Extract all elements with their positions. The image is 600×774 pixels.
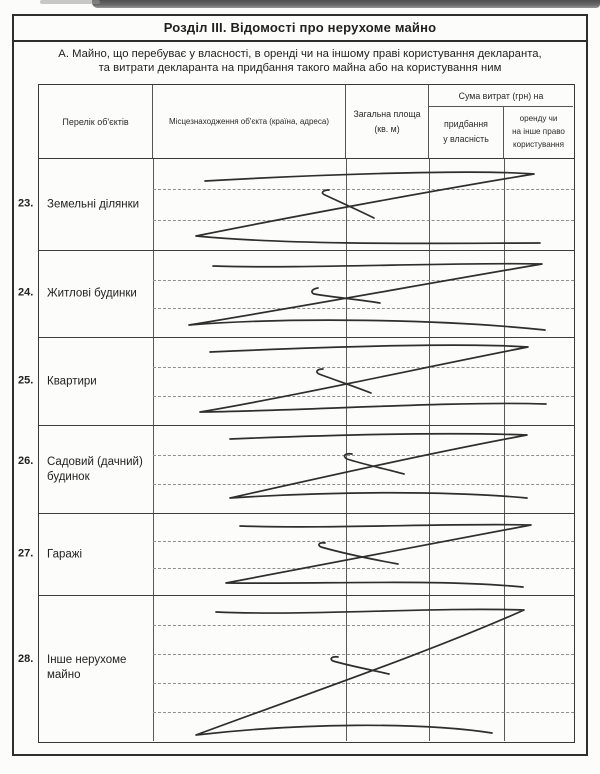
header-location: Місцезнаходження об'єкта (країна, адреса… <box>153 85 346 158</box>
table-row-garages: 27. Гаражі <box>18 513 574 595</box>
row-number: 26. <box>18 454 34 467</box>
property-table: Перелік об'єктів Місцезнаходження об'єкт… <box>18 84 575 743</box>
row-label: Квартири <box>47 374 97 387</box>
table-row-other-real-estate: 28. Інше нерухоме майно <box>18 595 574 741</box>
row-label: Житлові будинки <box>47 287 137 300</box>
header-costs-group: Сума витрат (грн) на <box>429 85 573 107</box>
header-cost-purchase: придбання у власність <box>429 107 504 158</box>
column-divider <box>153 159 154 741</box>
section-subtitle: А. Майно, що перебуває у власності, в ор… <box>58 48 542 75</box>
subrow-divider <box>153 711 574 713</box>
table-row-garden-house: 26. Садовий (дачний) будинок <box>18 425 574 513</box>
row-label: Садовий (дачний) будинок <box>47 455 143 483</box>
scan-artifact-band <box>92 0 600 8</box>
table-body: 23. Земельні ділянки 24. Житлові будинки… <box>18 159 574 741</box>
subrow-divider <box>153 483 574 485</box>
scan-artifact-smudge <box>40 0 100 4</box>
row-number: 28. <box>18 653 34 666</box>
subrow-divider <box>153 189 574 191</box>
row-number: 24. <box>18 286 34 299</box>
header-cost-rent: оренду чи на інше право користування <box>512 113 565 149</box>
header-area: Загальна площа (кв. м) <box>346 85 429 158</box>
table-header: Перелік об'єктів Місцезнаходження об'єкт… <box>39 85 574 159</box>
table-row-apartments: 25. Квартири <box>18 337 574 425</box>
subrow-divider <box>153 308 574 310</box>
subrow-divider <box>153 653 574 655</box>
row-number: 27. <box>18 546 34 559</box>
row-number: 23. <box>18 196 34 209</box>
row-number: 25. <box>18 373 34 386</box>
section-title: Розділ III. Відомості про нерухоме майно <box>12 14 588 42</box>
row-label: Гаражі <box>47 547 83 560</box>
row-label: Інше нерухоме майно <box>47 654 127 682</box>
subrow-divider <box>153 366 574 368</box>
header-objects: Перелік об'єктів <box>39 85 153 158</box>
table-row-residential-houses: 24. Житлові будинки <box>18 250 574 337</box>
subrow-divider <box>153 279 574 281</box>
subrow-divider <box>153 395 574 397</box>
subrow-divider <box>153 624 574 626</box>
subrow-divider <box>153 219 574 221</box>
subrow-divider <box>153 567 574 569</box>
table-row-land-plots: 23. Земельні ділянки <box>18 159 574 250</box>
row-label: Земельні ділянки <box>47 197 140 210</box>
form-outer-border <box>12 14 588 756</box>
subrow-divider <box>153 454 574 456</box>
subrow-divider <box>153 540 574 542</box>
subrow-divider <box>153 682 574 684</box>
